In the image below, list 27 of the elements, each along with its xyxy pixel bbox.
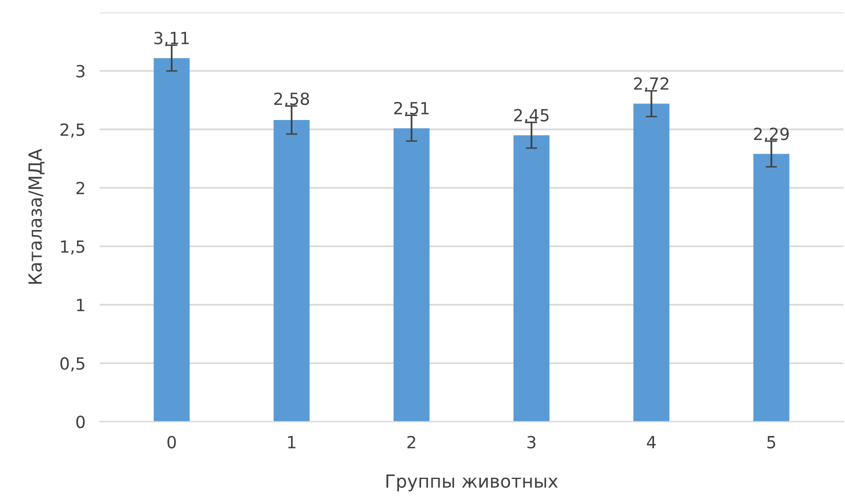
data-label: 2,58 xyxy=(274,92,310,107)
bar xyxy=(753,154,790,422)
x-tick-label: 0 xyxy=(167,436,176,448)
data-label: 2,51 xyxy=(394,102,429,116)
y-tick-label: 0 xyxy=(76,416,85,428)
y-tick-label: 2,5 xyxy=(60,123,84,138)
data-label: 2,45 xyxy=(514,108,549,124)
data-label: 3,11 xyxy=(154,32,189,46)
x-tick-label: 5 xyxy=(767,436,776,448)
bar xyxy=(394,128,430,422)
bar xyxy=(274,120,310,422)
y-tick-label: 2 xyxy=(76,182,84,194)
y-axis-title: Каталаза/МДА xyxy=(28,148,44,284)
y-tick-label: 1 xyxy=(77,298,84,312)
x-tick-label: 1 xyxy=(288,436,296,448)
data-label: 2,29 xyxy=(754,128,789,142)
y-tick-label: 1,5 xyxy=(61,240,84,255)
x-tick-label: 4 xyxy=(646,436,656,448)
bar xyxy=(154,58,190,422)
bar xyxy=(633,104,670,422)
y-tick-label: 0,5 xyxy=(60,357,84,372)
bar xyxy=(513,135,550,422)
data-label: 2,72 xyxy=(634,77,668,92)
y-tick-label: 3 xyxy=(76,64,84,78)
x-axis-title: Группы животных xyxy=(386,474,558,492)
x-tick-label: 3 xyxy=(527,436,536,448)
x-tick-label: 2 xyxy=(407,436,416,448)
